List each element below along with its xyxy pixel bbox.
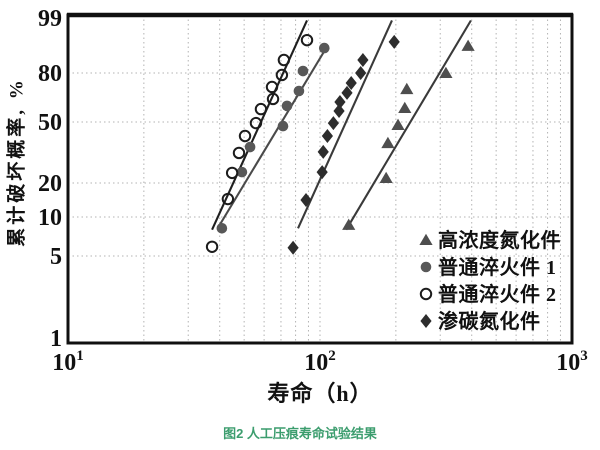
y-tick-label: 1 bbox=[50, 326, 62, 352]
data-points bbox=[205, 33, 475, 255]
filled-circle-marker bbox=[318, 42, 330, 54]
diamond-marker bbox=[357, 52, 369, 67]
triangle-marker bbox=[461, 39, 475, 51]
open-circle-marker bbox=[232, 146, 246, 160]
legend-item: 渗碳氮化件 bbox=[420, 309, 540, 333]
open-circle-marker bbox=[265, 80, 279, 94]
diamond-marker bbox=[317, 144, 329, 159]
diamond-marker bbox=[345, 76, 357, 91]
diamond-marker bbox=[327, 116, 339, 131]
y-axis-tick-labels: 99 80 50 20 10 5 1 bbox=[38, 6, 62, 352]
y-tick-label: 50 bbox=[38, 110, 62, 136]
triangle-marker bbox=[398, 101, 412, 113]
y-tick-label: 5 bbox=[50, 244, 62, 270]
diamond-marker bbox=[321, 128, 334, 143]
fit-line bbox=[211, 20, 308, 231]
legend-label: 高浓度氮化件 bbox=[438, 228, 561, 252]
triangle-marker bbox=[419, 233, 433, 245]
fit-line bbox=[217, 44, 329, 227]
x-axis-tick-labels: 101 102 103 bbox=[52, 348, 588, 376]
filled-circle-marker bbox=[244, 141, 256, 153]
series-open-circle bbox=[205, 33, 314, 253]
legend-item: 普通淬火件 1 bbox=[420, 255, 557, 279]
legend-label: 普通淬火件 1 bbox=[438, 255, 557, 279]
open-circle-marker bbox=[221, 192, 235, 206]
filled-circle-marker bbox=[281, 100, 293, 112]
x-tick-label: 102 bbox=[304, 348, 336, 376]
x-tick-label: 101 bbox=[52, 348, 84, 376]
triangle-marker bbox=[342, 218, 356, 230]
diamond-marker bbox=[300, 193, 312, 208]
diamond-marker bbox=[333, 104, 345, 119]
series-diamond bbox=[287, 34, 400, 255]
y-tick-label: 99 bbox=[38, 6, 62, 32]
diamond-marker bbox=[334, 94, 346, 109]
triangle-marker bbox=[391, 118, 405, 130]
series-filled-circle bbox=[216, 42, 330, 234]
filled-circle-marker bbox=[236, 166, 248, 178]
y-tick-label: 80 bbox=[38, 61, 62, 87]
legend-item: 普通淬火件 2 bbox=[419, 282, 557, 306]
diamond-marker bbox=[316, 165, 328, 180]
legend-label: 渗碳氮化件 bbox=[438, 309, 541, 333]
x-axis-title: 寿命（h） bbox=[267, 381, 373, 406]
open-circle-marker bbox=[249, 116, 263, 130]
figure-caption: 图2 人工压痕寿命试验结果 bbox=[223, 426, 377, 441]
filled-circle-marker bbox=[297, 65, 309, 77]
open-circle-marker bbox=[205, 240, 219, 253]
triangle-marker bbox=[381, 136, 395, 149]
diamond-marker bbox=[287, 240, 299, 255]
legend-item: 高浓度氮化件 bbox=[419, 228, 561, 252]
y-tick-label: 20 bbox=[38, 171, 62, 197]
open-circle-marker bbox=[254, 102, 268, 116]
y-tick-label: 10 bbox=[38, 205, 62, 231]
plot-border bbox=[66, 12, 574, 345]
filled-circle-marker bbox=[420, 261, 432, 273]
fit-line bbox=[297, 20, 393, 229]
open-circle-marker bbox=[275, 68, 289, 82]
diamond-marker bbox=[420, 314, 432, 328]
open-circle-marker bbox=[238, 129, 252, 143]
diamond-marker bbox=[388, 34, 400, 49]
y-axis-title: 累计破坏概率, % bbox=[6, 77, 28, 247]
filled-circle-marker bbox=[216, 222, 228, 234]
triangle-marker bbox=[439, 66, 453, 78]
legend-label: 普通淬火件 2 bbox=[438, 282, 557, 306]
diamond-marker bbox=[355, 66, 367, 80]
x-tick-label: 103 bbox=[556, 348, 588, 376]
triangle-marker bbox=[400, 82, 414, 95]
open-circle-marker bbox=[419, 287, 433, 301]
open-circle-marker bbox=[300, 33, 314, 47]
fit-line bbox=[345, 19, 472, 231]
filled-circle-marker bbox=[277, 120, 289, 132]
open-circle-marker bbox=[277, 53, 291, 67]
gridlines bbox=[68, 15, 572, 343]
triangle-marker bbox=[379, 171, 393, 184]
filled-circle-marker bbox=[293, 85, 305, 97]
open-circle-marker bbox=[225, 166, 239, 180]
series-triangle bbox=[342, 39, 475, 230]
diamond-marker bbox=[341, 85, 353, 100]
open-circle-marker bbox=[266, 92, 280, 106]
